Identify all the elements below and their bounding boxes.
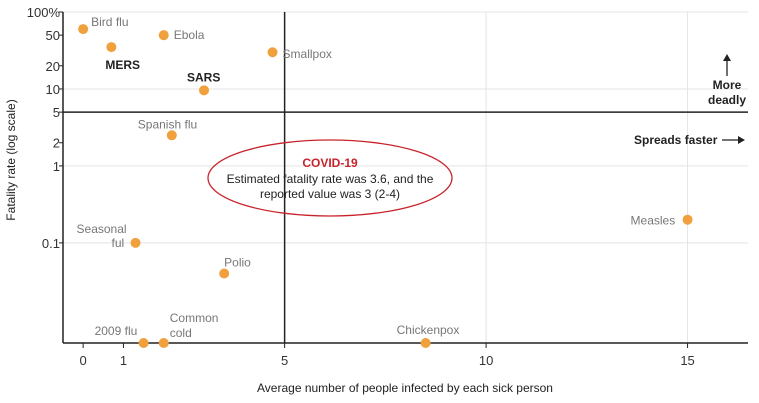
x-tick-label: 10	[479, 353, 493, 368]
covid-title: COVID-19	[302, 156, 358, 170]
label-polio: Polio	[224, 255, 251, 269]
y-tick-label: 0.1	[42, 236, 60, 251]
spreads-faster-label: Spreads faster	[634, 133, 718, 147]
y-tick-label: 2	[53, 136, 60, 151]
x-tick-label: 0	[80, 353, 87, 368]
point-ebola	[158, 30, 169, 41]
y-tick-label: 1	[53, 159, 60, 174]
point-chickenpox	[420, 338, 431, 348]
label-mers: MERS	[105, 58, 140, 72]
point-seasonal-ful	[130, 237, 141, 248]
label-smallpox: Smallpox	[283, 47, 332, 61]
covid-text-line2: reported value was 3 (2-4)	[260, 187, 400, 201]
label-ebola: Ebola	[174, 28, 205, 42]
label-chickenpox: Chickenpox	[397, 323, 460, 337]
y-tick-label: 5	[53, 105, 60, 120]
label-common-cold: cold	[170, 326, 192, 340]
grid-lines	[63, 11, 748, 343]
y-tick-label: 50	[46, 28, 60, 43]
point-mers	[106, 42, 117, 53]
point-bird-flu	[78, 24, 89, 35]
covid-ellipse	[207, 139, 453, 217]
label-2009-flu: 2009 flu	[95, 324, 138, 338]
covid-text-line1: Estimated fatality rate was 3.6, and the	[227, 172, 434, 186]
y-tick-label: 100%	[27, 5, 61, 20]
x-tick-label: 1	[120, 353, 127, 368]
label-sars: SARS	[187, 70, 220, 84]
point-common-cold	[158, 338, 169, 348]
more-deadly-arrowhead	[723, 54, 731, 61]
data-points: Bird flu MERS Ebola Smallpox SARS Spanish flu…	[77, 15, 693, 348]
label-measles: Measles	[631, 214, 676, 228]
label-bird-flu: Bird flu	[91, 15, 128, 29]
axes	[62, 12, 748, 344]
point-2009-flu	[138, 338, 149, 348]
more-deadly-label-line1: More	[713, 78, 742, 92]
point-measles	[682, 214, 693, 225]
point-smallpox	[267, 47, 278, 58]
more-deadly-label-line2: deadly	[708, 93, 746, 107]
label-seasonal-ful: Seasonal	[77, 222, 127, 236]
x-tick-label: 5	[281, 353, 288, 368]
point-polio	[219, 268, 230, 279]
x-axis-title: Average number of people infected by eac…	[257, 381, 553, 395]
y-axis-title: Fatality rate (log scale)	[4, 99, 18, 220]
point-sars	[199, 85, 210, 96]
label-seasonal-ful: ful	[112, 236, 125, 250]
spreads-faster-arrowhead	[738, 136, 745, 144]
label-spanish-flu: Spanish flu	[138, 117, 197, 131]
y-tick-label: 20	[46, 59, 60, 74]
point-spanish-flu	[166, 130, 177, 141]
y-tick-label: 10	[46, 82, 60, 97]
x-tick-label: 15	[680, 353, 694, 368]
label-common-cold: Common	[170, 311, 219, 325]
